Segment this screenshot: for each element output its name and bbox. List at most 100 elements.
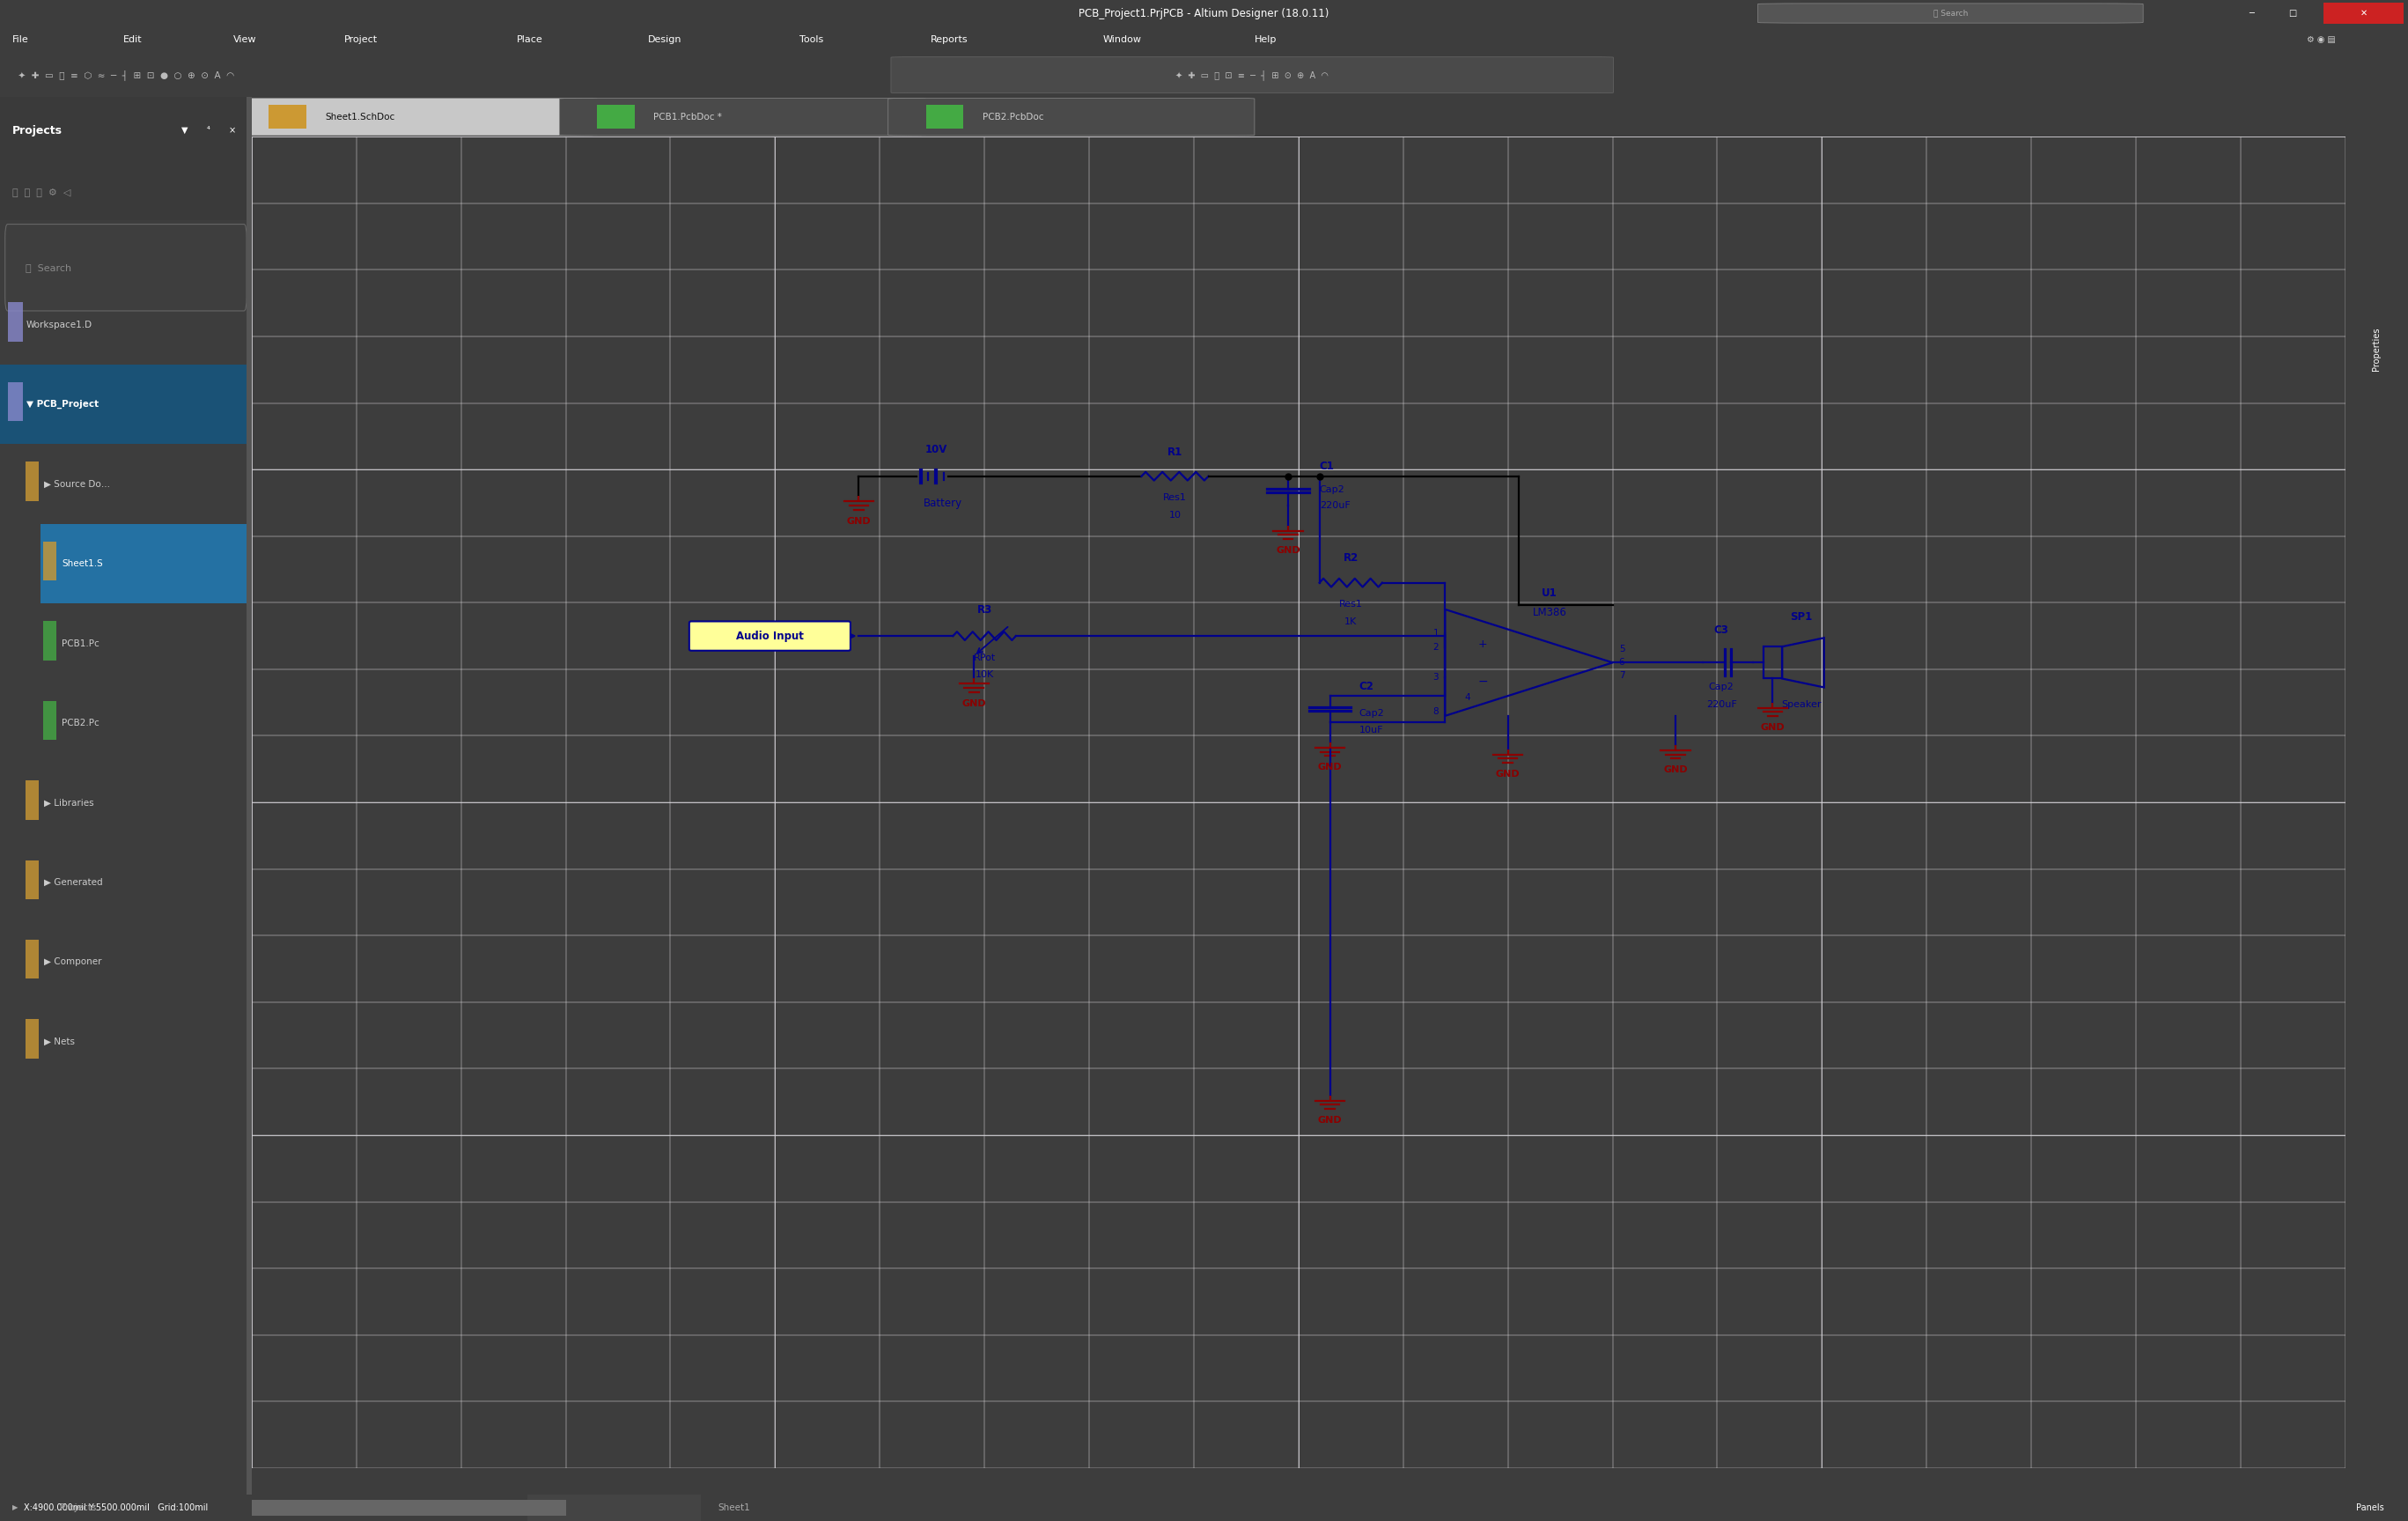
Text: Panels: Panels — [2355, 1503, 2384, 1512]
Text: Speaker: Speaker — [1782, 700, 1820, 709]
Bar — [253, 1500, 566, 1516]
Text: R1: R1 — [1168, 446, 1182, 458]
Text: PCB1.PcbDoc *: PCB1.PcbDoc * — [653, 113, 722, 122]
Text: U1: U1 — [1541, 587, 1558, 599]
Text: Editor: Editor — [535, 1503, 566, 1512]
Text: ✦  ✚  ▭  ⬛  ⊡  ≡  ─  ┤  ⊞  ⊙  ⊕  A  ◠: ✦ ✚ ▭ ⬛ ⊡ ≡ ─ ┤ ⊞ ⊙ ⊕ A ◠ — [1175, 70, 1329, 81]
Text: Help: Help — [1255, 35, 1276, 44]
Text: +: + — [1479, 639, 1488, 649]
Bar — [43, 701, 58, 739]
Text: C3: C3 — [1714, 625, 1729, 636]
Text: Cap2: Cap2 — [1358, 709, 1385, 718]
Text: ▶ Generated: ▶ Generated — [43, 878, 104, 887]
Text: Place: Place — [518, 35, 542, 44]
Text: Res1: Res1 — [1163, 493, 1187, 502]
Text: ▼: ▼ — [181, 126, 188, 135]
Bar — [24, 780, 39, 820]
Text: 5: 5 — [1618, 645, 1625, 654]
Text: Projects: Projects — [12, 125, 63, 137]
Bar — [7, 303, 22, 342]
Bar — [2324, 3, 2403, 24]
Text: Navigator: Navigator — [287, 1503, 332, 1512]
Text: 7: 7 — [1618, 672, 1625, 680]
Text: Sheet1.S: Sheet1.S — [63, 560, 104, 569]
Text: Projects: Projects — [60, 1503, 96, 1512]
Text: 220uF: 220uF — [1707, 700, 1736, 709]
Text: 1: 1 — [1433, 628, 1440, 637]
Bar — [43, 621, 58, 660]
Text: 4: 4 — [1464, 694, 1471, 701]
Text: □: □ — [2288, 9, 2297, 18]
FancyBboxPatch shape — [231, 99, 597, 135]
Text: RPot: RPot — [973, 654, 995, 662]
Text: ⚙ ◉ ▤: ⚙ ◉ ▤ — [2307, 35, 2336, 44]
Bar — [527, 1495, 701, 1521]
Bar — [0, 365, 253, 444]
FancyBboxPatch shape — [891, 56, 1613, 93]
Text: ▶ Libraries: ▶ Libraries — [43, 799, 94, 808]
Text: Res1: Res1 — [1339, 601, 1363, 608]
FancyBboxPatch shape — [559, 99, 925, 135]
Text: GND: GND — [848, 517, 872, 526]
Text: 1K: 1K — [1344, 618, 1358, 627]
Text: 🔍 Search: 🔍 Search — [1934, 9, 1967, 17]
Text: GND: GND — [1276, 546, 1300, 555]
Text: GND: GND — [1760, 722, 1784, 732]
Text: ▶ Source Do…: ▶ Source Do… — [43, 479, 111, 488]
Bar — [41, 523, 253, 604]
Text: ─: ─ — [2249, 9, 2254, 18]
Bar — [24, 1019, 39, 1059]
Text: 2: 2 — [1433, 643, 1440, 653]
Text: ▼ PCB_Project: ▼ PCB_Project — [26, 400, 99, 409]
FancyBboxPatch shape — [1758, 3, 2143, 23]
Bar — [0, 97, 253, 164]
Bar — [24, 859, 39, 899]
Text: Sheet1.SchDoc: Sheet1.SchDoc — [325, 113, 395, 122]
Text: ✕: ✕ — [2360, 9, 2367, 18]
Bar — [24, 462, 39, 500]
Text: Sheet1: Sheet1 — [718, 1503, 749, 1512]
Bar — [24, 940, 39, 980]
Text: X:4900.000mil Y:5500.000mil   Grid:100mil: X:4900.000mil Y:5500.000mil Grid:100mil — [24, 1503, 209, 1512]
Text: GND: GND — [1495, 770, 1519, 779]
Text: GND: GND — [961, 700, 987, 707]
FancyBboxPatch shape — [889, 99, 1255, 135]
Bar — [1763, 646, 1782, 678]
Text: −: − — [1479, 675, 1488, 687]
Text: Audio Input: Audio Input — [737, 630, 804, 642]
Text: Cap2: Cap2 — [1710, 683, 1734, 692]
Text: Workspace1.D: Workspace1.D — [26, 321, 92, 329]
Text: ✦  ✚  ▭  ⬛  ≡  ⬡  ≈  ─  ┤  ⊞  ⊡  ●  ○  ⊕  ⊙  A  ◠: ✦ ✚ ▭ ⬛ ≡ ⬡ ≈ ─ ┤ ⊞ ⊡ ● ○ ⊕ ⊙ A ◠ — [12, 70, 234, 81]
Text: SP1: SP1 — [1789, 611, 1813, 622]
Text: Properties: Properties — [2372, 327, 2382, 371]
Text: R3: R3 — [978, 604, 992, 616]
Text: 220uF: 220uF — [1320, 500, 1351, 510]
Text: 6: 6 — [1618, 659, 1625, 668]
Bar — [597, 105, 636, 129]
Text: GND: GND — [1317, 764, 1341, 771]
Text: Window: Window — [1103, 35, 1141, 44]
Text: GND: GND — [1317, 1116, 1341, 1124]
Text: 10V: 10V — [925, 444, 946, 455]
Text: View: View — [234, 35, 258, 44]
Text: ▶: ▶ — [12, 1504, 17, 1512]
Text: GND: GND — [1664, 765, 1688, 774]
Text: R2: R2 — [1344, 552, 1358, 564]
Text: ⁴: ⁴ — [207, 126, 209, 135]
Text: ×: × — [229, 126, 236, 135]
Text: 10K: 10K — [975, 671, 995, 680]
Text: ▶ Nets: ▶ Nets — [43, 1037, 75, 1046]
Bar — [246, 97, 253, 1495]
Bar — [7, 382, 22, 421]
Text: Battery: Battery — [922, 497, 963, 510]
Text: PCB1.Pc: PCB1.Pc — [63, 639, 99, 648]
Bar — [267, 105, 306, 129]
Text: 8: 8 — [1433, 707, 1440, 716]
Text: Tools: Tools — [799, 35, 824, 44]
Text: Cap2: Cap2 — [1320, 485, 1344, 494]
FancyBboxPatch shape — [5, 224, 246, 310]
Bar — [925, 105, 963, 129]
Text: PCB2.Pc: PCB2.Pc — [63, 719, 99, 727]
FancyBboxPatch shape — [689, 622, 850, 651]
Text: Design: Design — [648, 35, 681, 44]
